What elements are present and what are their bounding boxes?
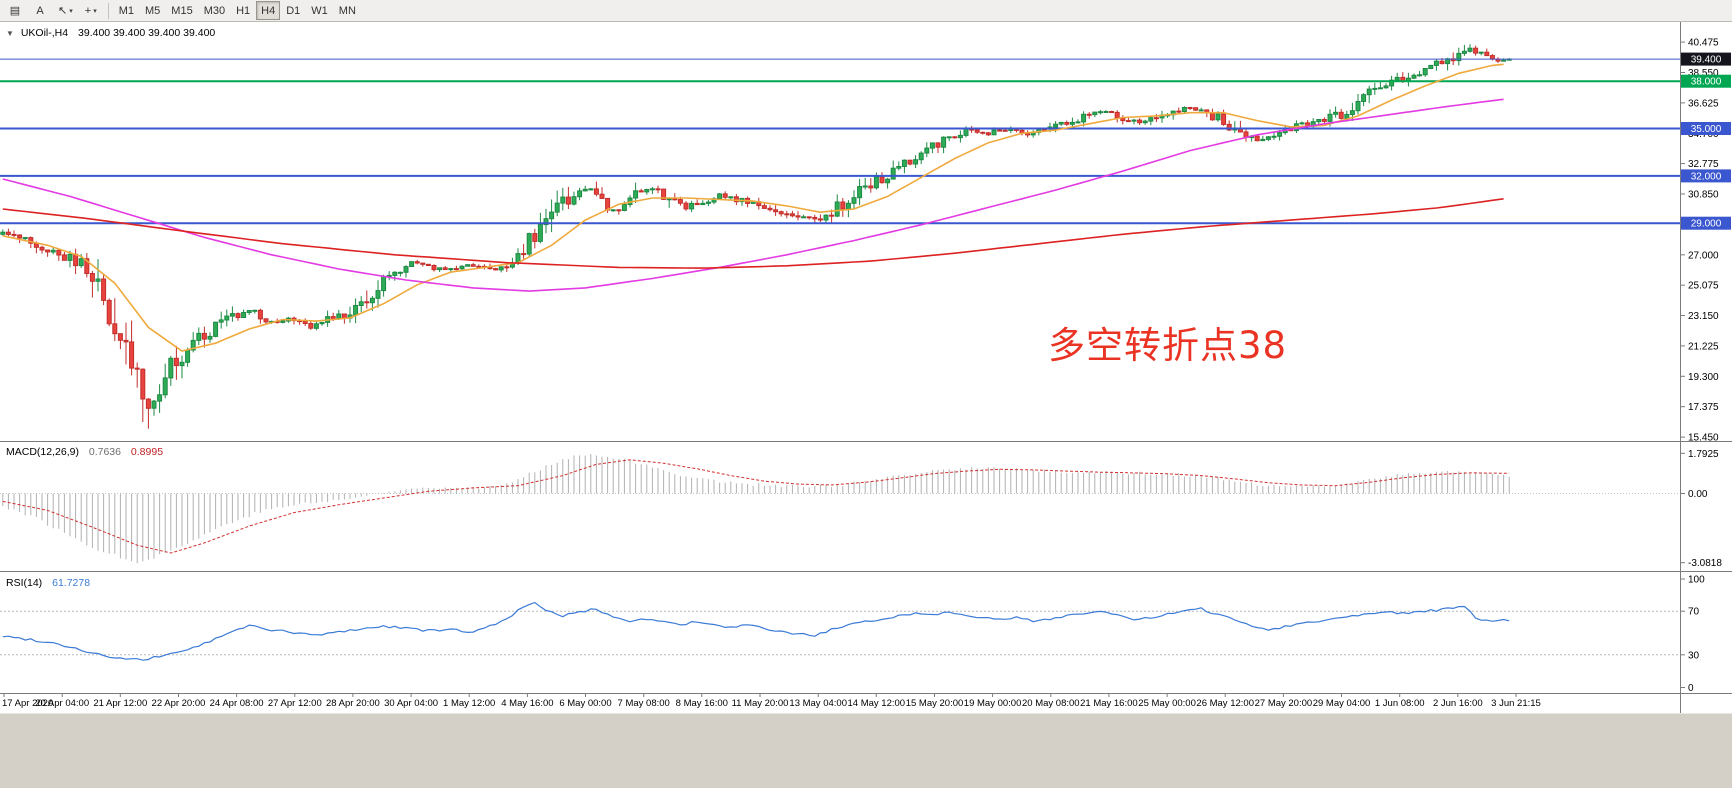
svg-text:22 Apr 20:00: 22 Apr 20:00 bbox=[152, 698, 206, 709]
svg-text:2 Jun 16:00: 2 Jun 16:00 bbox=[1433, 698, 1483, 709]
svg-text:15 May 20:00: 15 May 20:00 bbox=[906, 698, 964, 709]
svg-text:35.000: 35.000 bbox=[1691, 124, 1722, 135]
timeframe-button-d1[interactable]: D1 bbox=[286, 4, 301, 17]
timeframe-button-w1[interactable]: W1 bbox=[311, 4, 328, 17]
svg-text:28 Apr 20:00: 28 Apr 20:00 bbox=[326, 698, 380, 709]
svg-text:40.475: 40.475 bbox=[1688, 38, 1719, 49]
svg-text:7 May 08:00: 7 May 08:00 bbox=[618, 698, 670, 709]
timeframe-button-m15[interactable]: M15 bbox=[171, 4, 193, 17]
svg-text:0.00: 0.00 bbox=[1688, 489, 1708, 500]
svg-text:14 May 12:00: 14 May 12:00 bbox=[848, 698, 906, 709]
svg-text:13 May 04:00: 13 May 04:00 bbox=[789, 698, 847, 709]
chart-annotation-text: 多空转折点38 bbox=[1048, 324, 1288, 367]
chart-window-icon[interactable]: ▤ bbox=[9, 5, 21, 17]
price-axis[interactable] bbox=[1681, 22, 1732, 693]
svg-text:39.400: 39.400 bbox=[1691, 55, 1722, 66]
timeframe-button-mn[interactable]: MN bbox=[338, 4, 356, 17]
svg-text:30 Apr 04:00: 30 Apr 04:00 bbox=[384, 698, 438, 709]
chart-canvas[interactable]: 40.47538.55036.62534.70032.77530.85028.9… bbox=[0, 22, 1732, 713]
svg-text:11 May 20:00: 11 May 20:00 bbox=[732, 698, 789, 709]
chart-area[interactable]: 40.47538.55036.62534.70032.77530.85028.9… bbox=[0, 22, 1732, 713]
tool-button-group: ▤ A ↖ ▾ + ▾ bbox=[3, 1, 103, 20]
svg-text:27 Apr 12:00: 27 Apr 12:00 bbox=[268, 698, 322, 709]
svg-text:1 May 12:00: 1 May 12:00 bbox=[443, 698, 495, 709]
svg-text:23.150: 23.150 bbox=[1688, 311, 1719, 322]
svg-text:17 Apr 2020: 17 Apr 2020 bbox=[2, 698, 53, 709]
svg-text:3 Jun 21:15: 3 Jun 21:15 bbox=[1491, 698, 1541, 709]
svg-text:36.625: 36.625 bbox=[1688, 98, 1719, 109]
svg-text:25.075: 25.075 bbox=[1688, 281, 1719, 292]
text-annotation-button[interactable]: A bbox=[36, 4, 44, 17]
svg-text:25 May 00:00: 25 May 00:00 bbox=[1138, 698, 1196, 709]
svg-text:19 May 00:00: 19 May 00:00 bbox=[964, 698, 1022, 709]
svg-text:-3.0818: -3.0818 bbox=[1688, 558, 1722, 569]
macd-name: MACD(12,26,9) bbox=[6, 446, 79, 458]
cursor-tool-button[interactable]: ↖ ▾ bbox=[58, 5, 73, 17]
svg-text:26 May 12:00: 26 May 12:00 bbox=[1196, 698, 1254, 709]
symbol-info-line: ▼ UKOil-,H4 39.400 39.400 39.400 39.400 bbox=[6, 27, 215, 39]
svg-text:15.450: 15.450 bbox=[1688, 433, 1719, 444]
toolbar-separator bbox=[107, 2, 109, 19]
svg-text:32.000: 32.000 bbox=[1691, 171, 1722, 182]
svg-text:20 Apr 04:00: 20 Apr 04:00 bbox=[35, 698, 89, 709]
svg-text:1 Jun 08:00: 1 Jun 08:00 bbox=[1375, 698, 1425, 709]
svg-text:1.7925: 1.7925 bbox=[1688, 449, 1719, 460]
svg-text:27 May 20:00: 27 May 20:00 bbox=[1255, 698, 1313, 709]
rsi-value: 61.7278 bbox=[52, 577, 91, 589]
svg-text:21 May 16:00: 21 May 16:00 bbox=[1080, 698, 1138, 709]
crosshair-tool-button[interactable]: + ▾ bbox=[84, 4, 97, 17]
svg-text:21.225: 21.225 bbox=[1688, 341, 1719, 352]
macd-main-value: 0.7636 bbox=[88, 446, 121, 458]
collapse-arrow-icon[interactable]: ▼ bbox=[6, 29, 14, 38]
rsi-name: RSI(14) bbox=[6, 577, 43, 589]
svg-text:70: 70 bbox=[1688, 607, 1700, 618]
svg-text:19.300: 19.300 bbox=[1688, 372, 1719, 383]
svg-text:0: 0 bbox=[1688, 683, 1694, 694]
dropdown-caret-icon: ▾ bbox=[69, 7, 73, 15]
symbol-title: UKOil-,H4 bbox=[20, 27, 69, 39]
timeframe-button-m5[interactable]: M5 bbox=[145, 4, 161, 17]
svg-text:32.775: 32.775 bbox=[1688, 159, 1719, 170]
main-toolbar: ▤ A ↖ ▾ + ▾ M1 M5 M15 M30 H1 H4 D1 W1 MN bbox=[0, 0, 1732, 22]
svg-text:30: 30 bbox=[1688, 650, 1700, 661]
dropdown-caret-icon: ▾ bbox=[93, 7, 97, 15]
svg-text:24 Apr 08:00: 24 Apr 08:00 bbox=[210, 698, 264, 709]
svg-text:29.000: 29.000 bbox=[1691, 219, 1722, 230]
svg-text:21 Apr 12:00: 21 Apr 12:00 bbox=[93, 698, 147, 709]
timeframe-button-m1[interactable]: M1 bbox=[118, 4, 135, 17]
macd-signal-value: 0.8995 bbox=[130, 446, 164, 458]
svg-text:20 May 08:00: 20 May 08:00 bbox=[1022, 698, 1080, 709]
time-axis[interactable] bbox=[0, 694, 1732, 713]
svg-text:29 May 04:00: 29 May 04:00 bbox=[1313, 698, 1371, 709]
svg-text:6 May 00:00: 6 May 00:00 bbox=[559, 698, 611, 709]
svg-text:17.375: 17.375 bbox=[1688, 402, 1719, 413]
svg-text:30.850: 30.850 bbox=[1688, 190, 1719, 201]
timeframe-button-h4[interactable]: H4 bbox=[256, 1, 281, 20]
svg-text:4 May 16:00: 4 May 16:00 bbox=[501, 698, 553, 709]
rsi-indicator-label: RSI(14) 61.7278 bbox=[6, 577, 90, 589]
svg-text:100: 100 bbox=[1688, 575, 1705, 586]
timeframe-button-m30[interactable]: M30 bbox=[203, 4, 226, 17]
ohlc-quotes: 39.400 39.400 39.400 39.400 bbox=[78, 27, 216, 39]
timeframe-button-h1[interactable]: H1 bbox=[236, 4, 251, 17]
status-bar bbox=[0, 713, 1732, 788]
macd-indicator-label: MACD(12,26,9) 0.7636 0.8995 bbox=[6, 446, 163, 458]
svg-text:8 May 16:00: 8 May 16:00 bbox=[676, 698, 728, 709]
svg-text:27.000: 27.000 bbox=[1688, 250, 1719, 261]
timeframe-button-group: M1 M5 M15 M30 H1 H4 D1 W1 MN bbox=[114, 1, 361, 20]
svg-text:38.550: 38.550 bbox=[1688, 68, 1719, 79]
svg-text:38.000: 38.000 bbox=[1691, 77, 1722, 88]
